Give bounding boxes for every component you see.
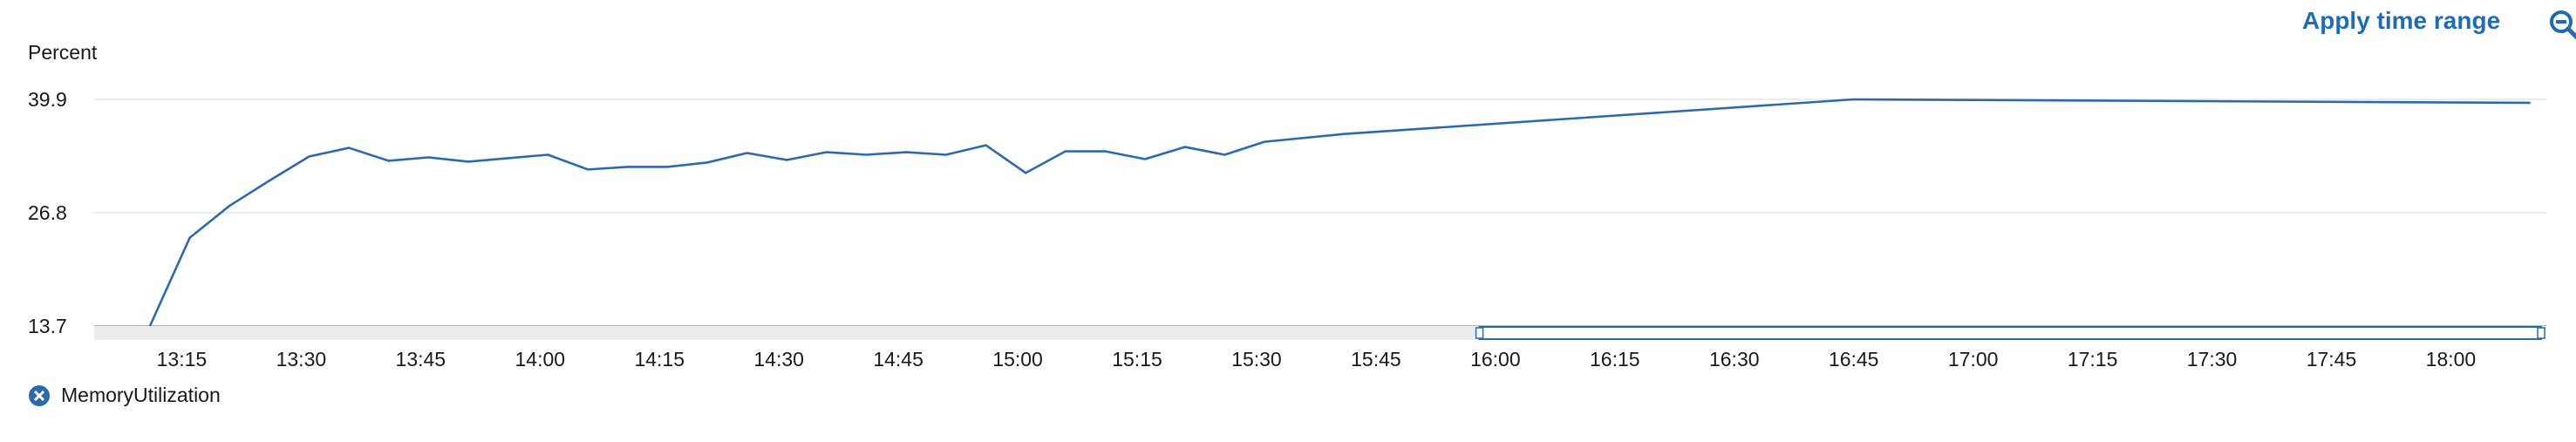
x-tick-label: 17:15	[2068, 348, 2118, 371]
y-tick-label: 13.7	[28, 315, 67, 337]
x-tick-label: 14:45	[873, 348, 923, 371]
brush-handle-left[interactable]	[1475, 327, 1484, 339]
x-tick-label: 13:45	[396, 348, 446, 371]
time-range-brush[interactable]	[94, 326, 2546, 340]
brush-selection[interactable]	[1478, 326, 2542, 340]
x-tick-label: 13:30	[276, 348, 327, 371]
y-axis-ticks: 13.7 26.8 39.9	[28, 88, 67, 337]
x-tick-label: 17:30	[2187, 348, 2238, 371]
x-axis-ticks: 13:15 13:30 13:45 14:00 14:15 14:30 14:45 15:00…	[157, 348, 2477, 371]
x-tick-label: 17:45	[2307, 348, 2357, 371]
close-x-icon[interactable]	[28, 384, 51, 407]
x-tick-label: 15:15	[1112, 348, 1162, 371]
x-tick-label: 14:15	[634, 348, 685, 371]
zoom-out-icon[interactable]	[2548, 9, 2576, 44]
x-tick-label: 16:30	[1709, 348, 1760, 371]
x-tick-label: 16:15	[1590, 348, 1640, 371]
x-tick-label: 18:00	[2426, 348, 2477, 371]
legend-item-memoryutilization[interactable]: MemoryUtilization	[28, 384, 221, 407]
x-tick-label: 15:00	[992, 348, 1043, 371]
x-tick-label: 15:45	[1351, 348, 1401, 371]
x-tick-label: 13:15	[157, 348, 208, 371]
x-tick-label: 17:00	[1948, 348, 1999, 371]
y-tick-label: 26.8	[28, 201, 67, 224]
apply-time-range-button[interactable]: Apply time range	[2302, 7, 2501, 34]
series-line-layer	[148, 98, 2531, 327]
y-axis-label: Percent	[28, 41, 98, 64]
x-tick-label: 14:30	[753, 348, 804, 371]
x-tick-label: 15:30	[1231, 348, 1282, 371]
brush-handle-right[interactable]	[2537, 327, 2545, 339]
x-tick-label: 16:00	[1470, 348, 1521, 371]
y-tick-label: 39.9	[28, 88, 67, 111]
x-tick-label: 14:00	[515, 348, 565, 371]
legend-label: MemoryUtilization	[61, 384, 221, 406]
x-tick-label: 16:45	[1829, 348, 1879, 371]
gridlines	[94, 99, 2546, 327]
series-line-0	[148, 98, 2531, 327]
